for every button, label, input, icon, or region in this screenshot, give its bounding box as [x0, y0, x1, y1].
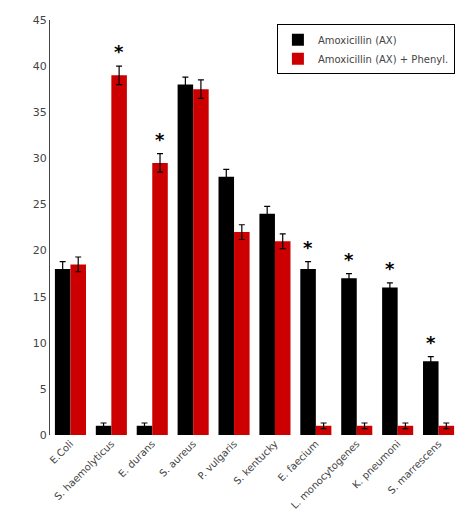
svg-text:*: *: [155, 129, 165, 150]
svg-text:10: 10: [33, 337, 47, 350]
svg-text:E. durans: E. durans: [116, 438, 157, 479]
svg-text:Amoxicillin (AX): Amoxicillin (AX): [318, 35, 397, 46]
svg-text:5: 5: [40, 383, 47, 396]
svg-text:*: *: [426, 332, 436, 353]
svg-text:45: 45: [33, 14, 47, 27]
svg-text:L. monocytogenes: L. monocytogenes: [289, 438, 362, 511]
svg-text:20: 20: [33, 244, 47, 257]
svg-text:E. faecium: E. faecium: [276, 438, 321, 483]
svg-text:E.Coli: E.Coli: [48, 438, 76, 466]
svg-text:*: *: [385, 258, 395, 279]
svg-text:Amoxicillin (AX) + Phenyl.: Amoxicillin (AX) + Phenyl.: [318, 54, 448, 65]
svg-text:S. haemolyticus: S. haemolyticus: [52, 438, 116, 502]
svg-text:30: 30: [33, 152, 47, 165]
svg-text:K. pneumoni: K. pneumoni: [350, 438, 402, 490]
svg-text:*: *: [303, 237, 313, 258]
svg-text:40: 40: [33, 60, 47, 73]
svg-text:S. aureus: S. aureus: [157, 438, 198, 479]
svg-text:15: 15: [33, 291, 47, 304]
svg-text:S. marrescens: S. marrescens: [386, 438, 444, 496]
svg-text:S. kentucky: S. kentucky: [231, 438, 280, 487]
svg-text:0: 0: [40, 429, 47, 442]
svg-text:*: *: [114, 41, 124, 62]
svg-text:35: 35: [33, 106, 47, 119]
svg-text:*: *: [344, 249, 354, 270]
svg-text:P. vulgaris: P. vulgaris: [196, 438, 239, 481]
svg-text:25: 25: [33, 198, 47, 211]
